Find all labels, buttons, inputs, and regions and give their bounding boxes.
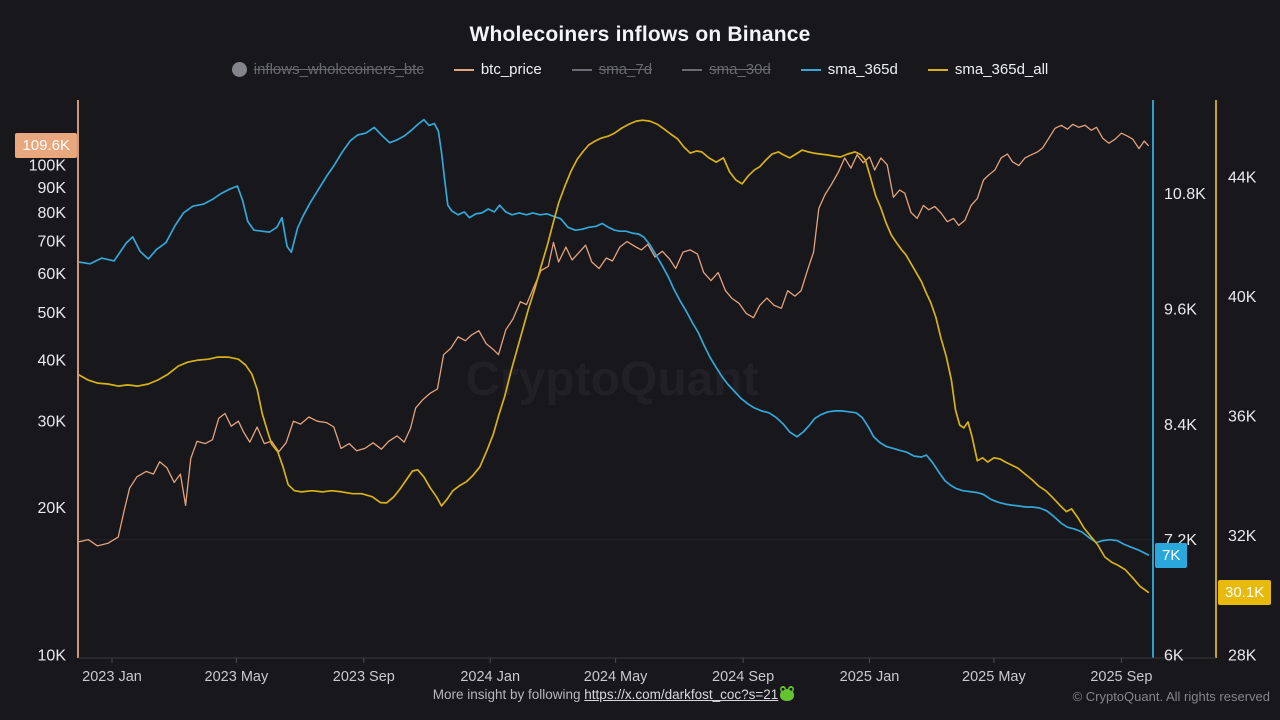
chart-title: Wholecoiners inflows on Binance	[469, 23, 811, 46]
left-axis-tick: 50K	[38, 305, 67, 322]
series-line-sma_365d	[76, 118, 1150, 556]
x-axis-tick: 2024 Jan	[460, 669, 520, 685]
legend-line-marker	[682, 68, 703, 71]
series-line-btc_price	[77, 123, 1149, 547]
x-axis-tick: 2025 May	[962, 669, 1026, 685]
legend-label: sma_30d	[709, 61, 771, 78]
legend-item-btc_price[interactable]: btc_price	[453, 61, 542, 78]
right-inner-axis-tick: 8.4K	[1164, 417, 1197, 434]
footer-link[interactable]: https://x.com/darkfost_coc?s=21	[584, 687, 779, 702]
series-line-sma_365d_all	[76, 119, 1150, 594]
right-inner-axis-tick: 9.6K	[1164, 302, 1197, 319]
legend-label: sma_365d_all	[954, 61, 1049, 78]
right-inner-axis-tick: 6K	[1164, 648, 1184, 665]
sma-365d-current-badge: 7K	[1155, 542, 1188, 568]
sma-365d-all-current-badge: 30.1K	[1218, 579, 1272, 605]
left-axis-tick: 100K	[29, 158, 67, 175]
legend: inflows_wholecoiners_btc btc_price sma_7d s…	[0, 61, 1280, 78]
right-outer-axis-tick: 32K	[1228, 528, 1257, 545]
left-axis-tick: 20K	[38, 500, 67, 517]
x-axis-tick: 2025 Jan	[840, 669, 900, 685]
series-lines	[76, 118, 1150, 594]
legend-line-marker	[453, 68, 474, 71]
left-axis-tick: 40K	[38, 352, 67, 369]
legend-label: sma_7d	[598, 61, 653, 78]
left-axis-tick: 30K	[38, 414, 67, 431]
x-axis-tick: 2025 Sep	[1090, 669, 1152, 685]
legend-item-inflows_wholecoiners_btc[interactable]: inflows_wholecoiners_btc	[231, 61, 424, 78]
footer-note: More insight by following https://x.com/…	[0, 686, 1227, 702]
legend-line-marker	[800, 68, 821, 71]
left-axis-tick: 60K	[38, 266, 67, 283]
left-axis-tick: 90K	[38, 180, 67, 197]
legend-item-sma_365d[interactable]: sma_365d	[800, 61, 898, 78]
legend-item-sma_7d[interactable]: sma_7d	[571, 61, 653, 78]
legend-label: sma_365d	[827, 61, 898, 78]
legend-label: inflows_wholecoiners_btc	[253, 61, 424, 78]
right-outer-axis-tick: 44K	[1228, 170, 1257, 187]
footer-text: More insight by following	[432, 687, 581, 702]
legend-circle-marker	[231, 62, 247, 77]
btc-price-current-badge: 109.6K	[15, 132, 77, 158]
axis-tick-labels: 100K 90K 80K 70K 60K 50K 40K 30K 20K 10K 10.8K 9.6K…	[29, 158, 1257, 686]
legend-line-marker	[571, 68, 592, 71]
x-axis-tick: 2023 Sep	[333, 669, 395, 685]
left-axis-tick: 70K	[38, 233, 67, 250]
x-axis-tick: 2024 Sep	[712, 669, 774, 685]
right-outer-axis-tick: 40K	[1228, 289, 1257, 306]
left-axis-tick: 10K	[38, 648, 67, 665]
x-axis-tick: 2023 Jan	[82, 669, 142, 685]
legend-label: btc_price	[480, 61, 542, 78]
left-axis-tick: 80K	[38, 205, 67, 222]
x-axis-tick: 2023 May	[205, 669, 269, 685]
copyright: © CryptoQuant. All rights reserved	[1072, 689, 1270, 704]
x-axis-tick: 2024 May	[584, 669, 648, 685]
legend-item-sma_30d[interactable]: sma_30d	[682, 61, 771, 78]
right-outer-axis-tick: 36K	[1228, 409, 1257, 426]
legend-item-sma_365d_all[interactable]: sma_365d_all	[927, 61, 1049, 78]
legend-line-marker	[927, 68, 948, 71]
right-inner-axis-tick: 10.8K	[1164, 186, 1206, 203]
right-outer-axis-tick: 28K	[1228, 648, 1257, 665]
frog-emoji-icon	[780, 686, 795, 701]
